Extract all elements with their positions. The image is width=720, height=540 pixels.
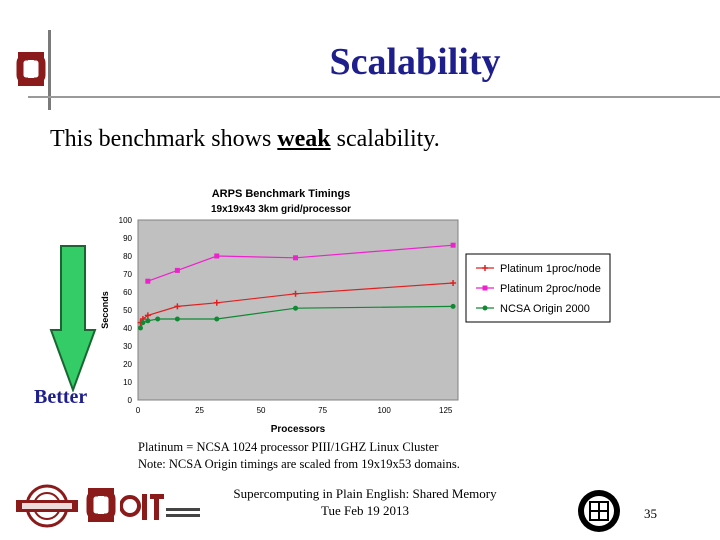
legend-box xyxy=(465,253,611,323)
data-point xyxy=(174,316,180,322)
x-tick-label: 50 xyxy=(257,406,266,415)
page-number: 35 xyxy=(644,506,657,521)
footer-date: Tue Feb 19 2013 xyxy=(320,503,409,518)
data-point xyxy=(482,285,488,291)
data-point xyxy=(450,280,457,286)
footnote-platinum: Platinum = NCSA 1024 processor PIII/1GHZ… xyxy=(138,440,439,454)
benchmark-chart: ARPS Benchmark Timings 19x19x43 3km grid… xyxy=(100,188,611,435)
series-layer xyxy=(137,242,457,331)
data-point xyxy=(145,278,151,284)
seal-logo-icon xyxy=(578,490,620,532)
data-point xyxy=(482,305,488,311)
data-point xyxy=(144,312,151,319)
subtitle-suffix: scalability. xyxy=(330,126,440,152)
data-point xyxy=(137,325,143,331)
data-point xyxy=(213,299,220,306)
ou-logo-icon xyxy=(16,52,46,86)
y-tick-label: 40 xyxy=(123,324,132,333)
chart-legend: Platinum 1proc/node Platinum 2proc/node NC… xyxy=(465,253,611,323)
chart-title: ARPS Benchmark Timings xyxy=(212,188,351,200)
data-point xyxy=(155,316,161,322)
x-axis-label: Processors xyxy=(271,424,326,435)
x-tick-label: 25 xyxy=(195,406,204,415)
title-divider-vertical xyxy=(48,30,51,110)
data-point xyxy=(174,303,181,310)
data-point xyxy=(214,316,220,322)
y-axis-label: Seconds xyxy=(100,291,110,329)
legend-entry: Platinum 2proc/node xyxy=(500,283,601,295)
y-tick-label: 80 xyxy=(123,252,132,261)
subtitle-prefix: This benchmark shows xyxy=(50,126,278,152)
footnote-origin: Note: NCSA Origin timings are scaled fro… xyxy=(138,457,460,471)
y-tick-label: 50 xyxy=(123,306,132,315)
chart-subtitle: 19x19x43 3km grid/processor xyxy=(211,204,351,215)
y-tick-label: 0 xyxy=(128,396,133,405)
y-tick-label: 90 xyxy=(123,234,132,243)
x-tick-label: 0 xyxy=(136,406,141,415)
y-tick-label: 60 xyxy=(123,288,132,297)
slide-title: Scalability xyxy=(329,41,501,83)
y-tick-label: 30 xyxy=(123,342,132,351)
slide-subtitle: This benchmark shows weak scalability. xyxy=(50,126,440,153)
oscer-logo-icon xyxy=(16,484,78,528)
plot-area xyxy=(137,219,459,401)
data-point xyxy=(292,290,299,297)
data-point xyxy=(450,242,456,248)
x-axis-ticks: 0 25 50 75 100 125 xyxy=(136,406,453,415)
data-point xyxy=(450,303,456,309)
subtitle-emphasis: weak xyxy=(277,126,331,152)
data-point xyxy=(214,253,220,259)
data-point xyxy=(140,320,146,326)
footer-course-title: Supercomputing in Plain English: Shared … xyxy=(233,486,497,501)
y-tick-label: 20 xyxy=(123,360,132,369)
better-arrow-icon xyxy=(49,245,97,392)
data-point xyxy=(174,267,180,273)
data-point xyxy=(293,305,299,311)
series-2 xyxy=(145,242,456,284)
x-tick-label: 75 xyxy=(318,406,327,415)
y-tick-label: 100 xyxy=(119,216,133,225)
y-tick-label: 10 xyxy=(123,378,132,387)
ou-footer-logo-icon xyxy=(86,488,116,522)
x-tick-label: 100 xyxy=(377,406,391,415)
series-1 xyxy=(137,280,457,326)
y-tick-label: 70 xyxy=(123,270,132,279)
series-3 xyxy=(137,303,456,331)
title-divider-horizontal xyxy=(28,96,720,98)
better-label: Better xyxy=(34,386,88,408)
y-axis-ticks: 0 10 20 30 40 50 60 70 80 90 100 xyxy=(119,216,133,405)
data-point xyxy=(482,265,488,271)
legend-entry: NCSA Origin 2000 xyxy=(500,303,590,315)
oit-logo-icon xyxy=(120,494,200,520)
data-point xyxy=(145,318,151,324)
legend-entry: Platinum 1proc/node xyxy=(500,263,601,275)
x-tick-label: 125 xyxy=(439,406,453,415)
data-point xyxy=(293,255,299,261)
